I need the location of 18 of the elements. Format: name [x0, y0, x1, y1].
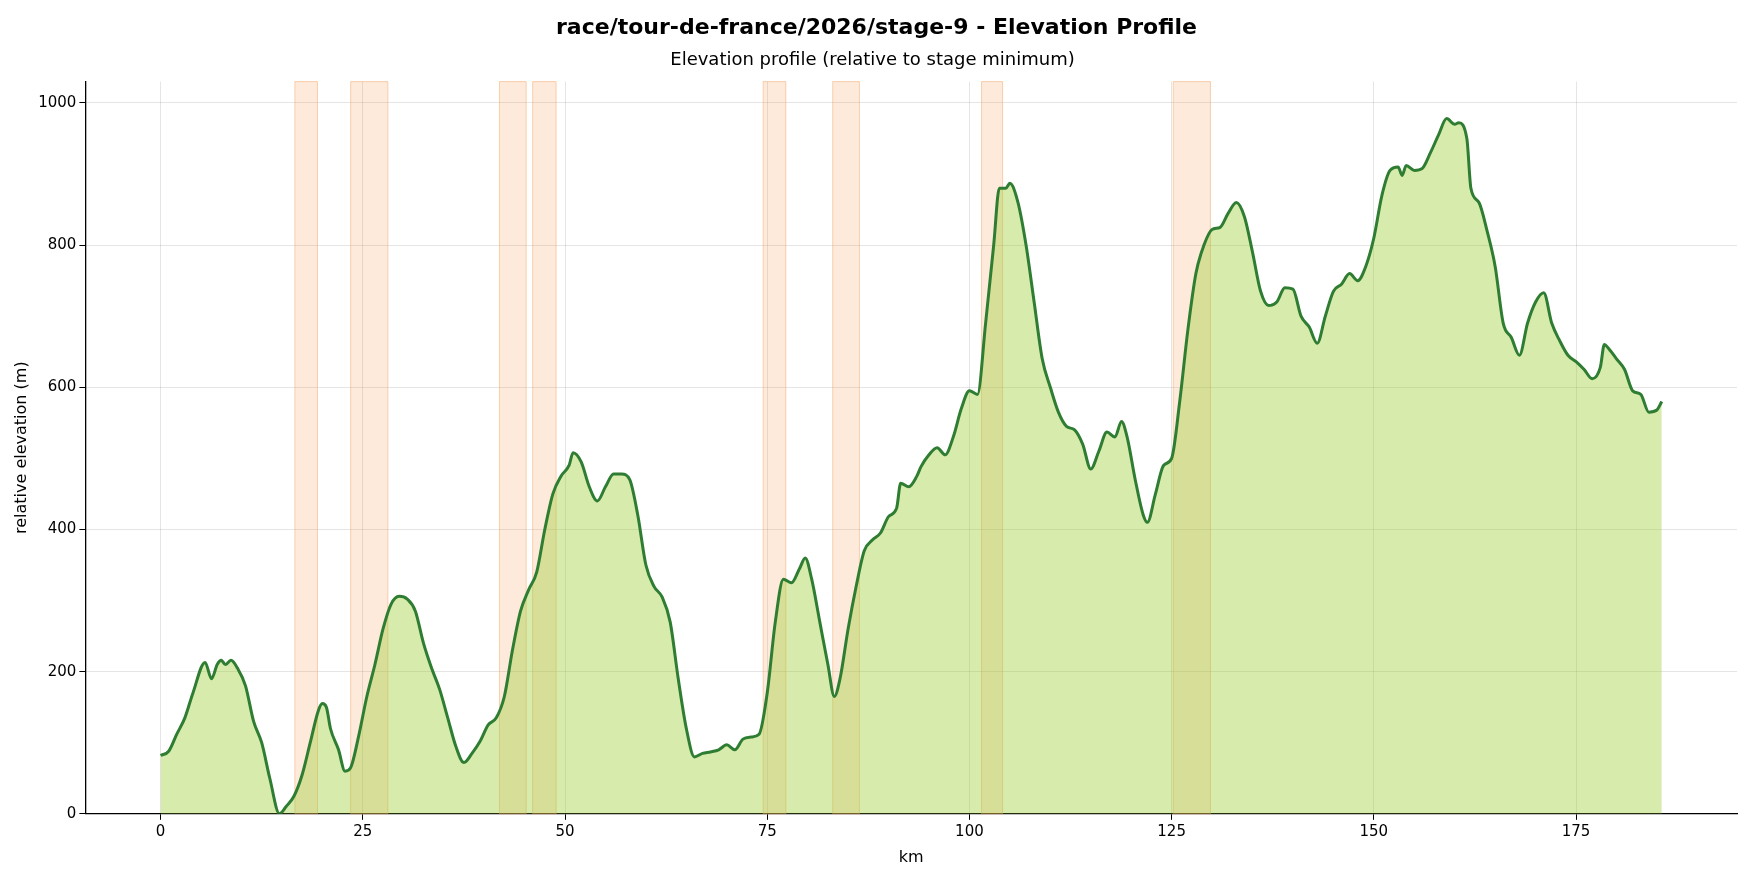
chart-subtitle: Elevation profile (relative to stage minimum): [670, 48, 1075, 70]
chart-title: race/tour-de-france/2026/stage-9 - Elevation Profile: [556, 13, 1197, 39]
y-tick-label: 200: [47, 661, 77, 680]
x-tick-label: 75: [757, 821, 777, 840]
y-tick-label: 1000: [38, 92, 77, 111]
x-axis-title: km: [898, 846, 924, 866]
x-tick-label: 175: [1561, 821, 1591, 840]
x-tick-label: 150: [1359, 821, 1389, 840]
x-tick-label: 25: [353, 821, 373, 840]
x-tick-label: 125: [1157, 821, 1186, 840]
x-tick-label: 100: [955, 821, 984, 840]
x-tick-label: 0: [155, 821, 166, 840]
y-axis-title: relative elevation (m): [10, 361, 30, 535]
x-tick-label: 50: [555, 821, 575, 840]
y-tick-label: 800: [47, 234, 77, 253]
y-tick-label: 600: [47, 377, 77, 396]
y-tick-label: 0: [66, 803, 77, 822]
y-tick-label: 400: [47, 519, 77, 538]
